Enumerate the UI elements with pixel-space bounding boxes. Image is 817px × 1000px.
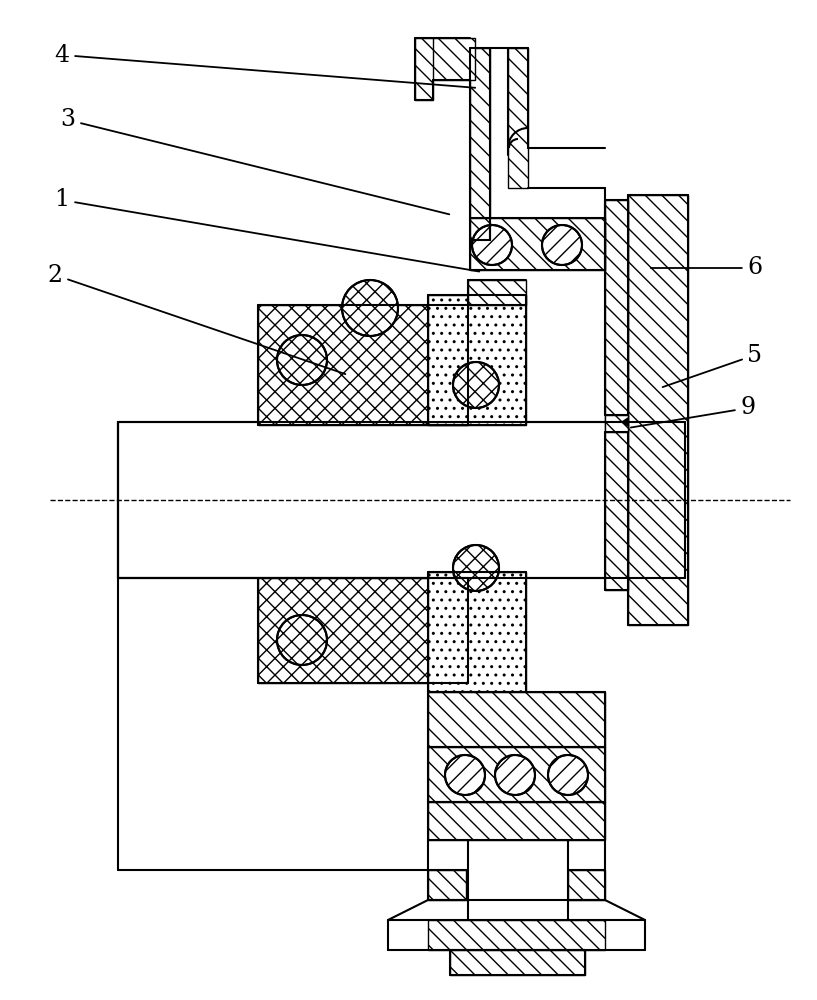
Bar [605, 415, 628, 432]
Bar [428, 572, 526, 692]
Bar [428, 870, 466, 900]
Bar [258, 305, 468, 425]
Circle shape [277, 335, 327, 385]
Bar [428, 802, 605, 840]
Circle shape [453, 545, 499, 591]
Circle shape [495, 755, 535, 795]
Bar [428, 692, 605, 747]
Bar [258, 578, 468, 683]
Bar [628, 195, 688, 625]
Bar [450, 950, 585, 975]
Circle shape [453, 362, 499, 408]
Text: 3: 3 [60, 108, 449, 214]
Bar [428, 295, 526, 425]
Text: 1: 1 [55, 188, 480, 272]
Bar [415, 38, 475, 80]
Bar [508, 48, 528, 188]
Polygon shape [622, 418, 628, 426]
Bar [568, 870, 605, 900]
Text: 6: 6 [651, 256, 762, 279]
Text: 5: 5 [663, 344, 762, 387]
Text: 4: 4 [55, 43, 475, 88]
Bar [468, 280, 526, 305]
Circle shape [277, 615, 327, 665]
Circle shape [342, 280, 398, 336]
Circle shape [548, 755, 588, 795]
Text: 9: 9 [631, 396, 756, 428]
Bar [428, 920, 605, 950]
Circle shape [445, 755, 485, 795]
Bar [470, 48, 490, 218]
Bar [415, 38, 433, 100]
Circle shape [472, 225, 512, 265]
Circle shape [542, 225, 582, 265]
Bar [428, 747, 605, 802]
Bar [605, 200, 628, 590]
Bar [470, 218, 605, 270]
Text: 2: 2 [47, 263, 346, 374]
Bar [118, 422, 685, 578]
